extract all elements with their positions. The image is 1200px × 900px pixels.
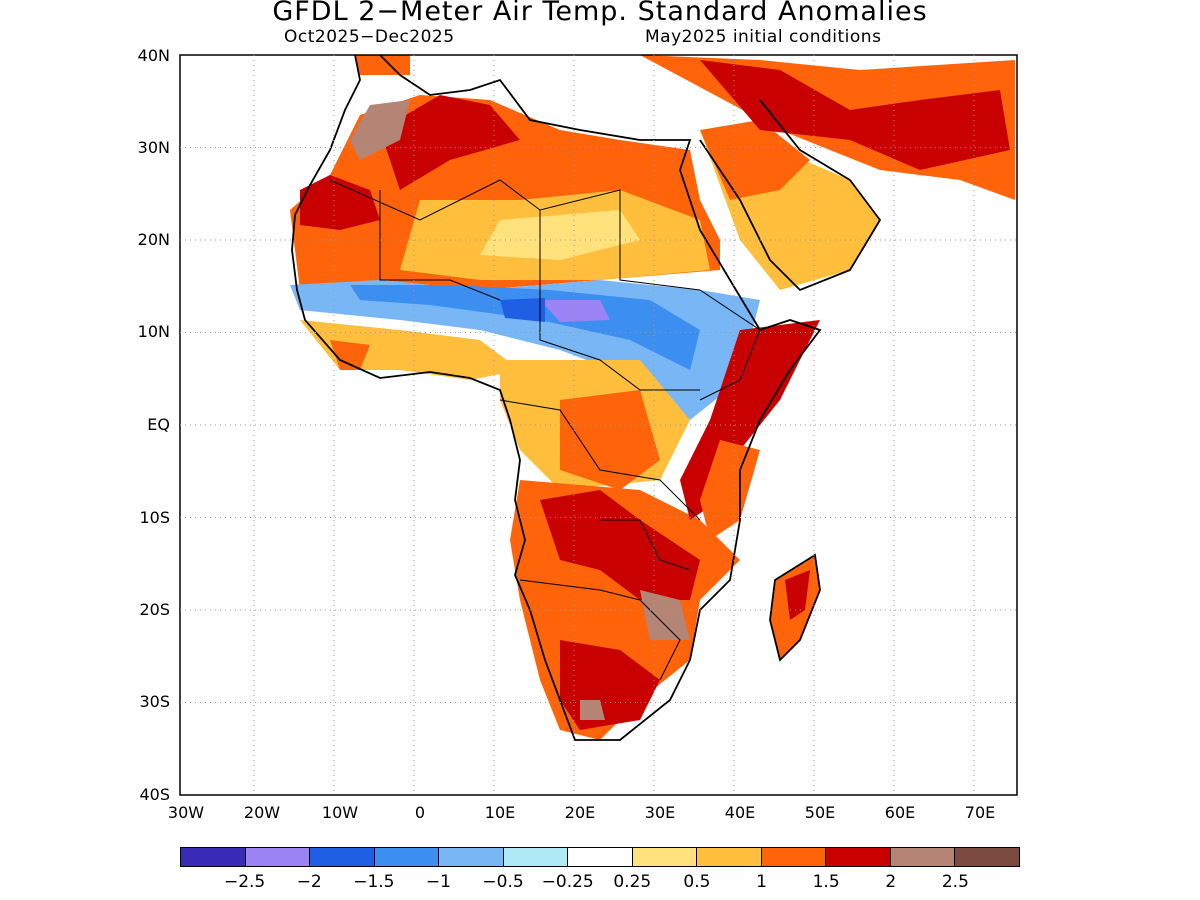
lat-label: 10S	[139, 508, 170, 527]
lat-label: 30S	[139, 692, 170, 711]
legend-swatch	[309, 847, 374, 867]
lon-label: 50E	[804, 803, 836, 822]
legend-swatch	[954, 847, 1020, 867]
legend-label: −1.5	[353, 872, 395, 892]
legend-swatch	[889, 847, 955, 867]
lon-label: 70E	[964, 803, 996, 822]
season-subtitle: Oct2025−Dec2025	[284, 27, 455, 47]
legend-swatch	[502, 847, 568, 867]
lat-label: 40N	[137, 46, 170, 65]
country-borders	[329, 179, 761, 681]
legend-swatch	[438, 847, 503, 867]
legend-label: 2.5	[941, 872, 969, 892]
lon-label: 40E	[724, 803, 756, 822]
lat-label: 10N	[137, 322, 170, 341]
graticule	[180, 55, 1017, 795]
legend-label: −2	[296, 872, 322, 892]
initial-conditions-subtitle: May2025 initial conditions	[645, 27, 882, 47]
legend-swatch	[631, 847, 697, 867]
legend-swatch	[696, 847, 761, 867]
legend-label: −0.5	[482, 872, 524, 892]
legend-label: −2.5	[223, 872, 266, 892]
lat-label: 20S	[139, 600, 170, 619]
legend-swatch	[760, 847, 826, 867]
lat-label: 40S	[139, 785, 170, 804]
legend-swatch	[567, 847, 632, 867]
legend-label: 1	[756, 872, 767, 892]
legend-swatch	[825, 847, 890, 867]
legend-label: 0.5	[683, 872, 711, 892]
legend-swatch	[244, 847, 310, 867]
lon-label: 0	[414, 803, 426, 822]
lon-label: 10E	[484, 803, 516, 822]
color-legend	[180, 847, 1020, 869]
legend-label: −0.25	[541, 872, 594, 892]
lon-label: 30W	[167, 803, 205, 822]
lon-label: 10W	[321, 803, 359, 822]
anomaly-shading	[290, 55, 1015, 740]
legend-label: −1	[425, 872, 451, 892]
lon-label: 20E	[564, 803, 596, 822]
legend-swatch	[373, 847, 439, 867]
lat-label: EQ	[147, 415, 170, 434]
legend-label: 2	[885, 872, 897, 892]
map-title: GFDL 2−Meter Air Temp. Standard Anomalie…	[272, 0, 928, 27]
legend-label: 1.5	[812, 872, 840, 892]
lon-label: 30E	[644, 803, 676, 822]
coastlines	[291, 54, 882, 741]
legend-swatch	[180, 847, 245, 867]
lon-label: 60E	[884, 803, 916, 822]
lon-label: 20W	[243, 803, 281, 822]
lat-label: 30N	[137, 138, 170, 157]
lat-label: 20N	[137, 230, 170, 249]
legend-label: 0.25	[613, 872, 652, 892]
